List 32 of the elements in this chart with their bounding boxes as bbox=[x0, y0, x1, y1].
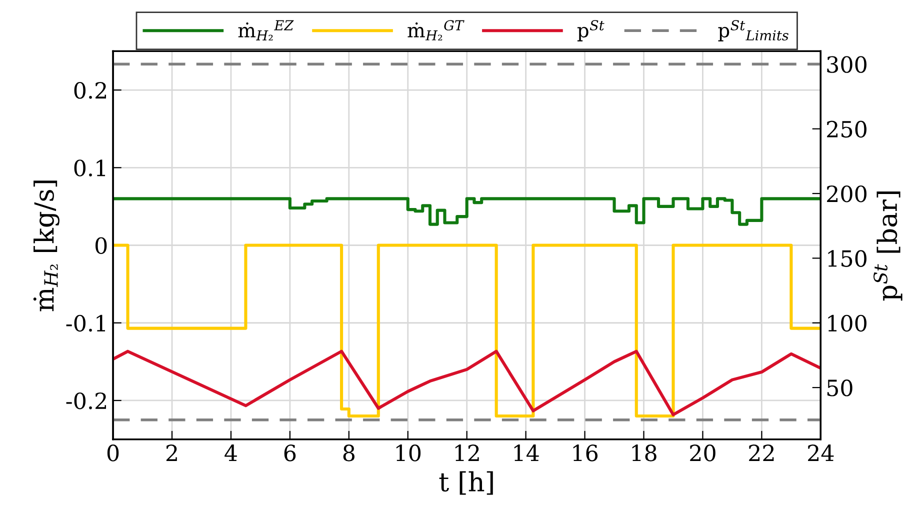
y-axis-title: ṁ$_{H₂}$ [kg/s] bbox=[33, 180, 60, 312]
y2-tick-label: 300 bbox=[827, 56, 866, 73]
x-tick-label: 4 bbox=[224, 444, 237, 462]
x-axis-title: t [h] bbox=[439, 471, 493, 495]
legend-label: p$^{St}$$_{Limits}$ bbox=[718, 20, 788, 42]
x-tick-label: 10 bbox=[396, 444, 421, 462]
y2-tick-label: 200 bbox=[827, 185, 866, 202]
y2-tick-label: 50 bbox=[827, 380, 852, 396]
x-tick-label: 8 bbox=[343, 444, 354, 462]
y-tick-label: 0 bbox=[96, 237, 107, 254]
y-tick-label: 0.1 bbox=[74, 160, 106, 176]
y2-tick-label: 250 bbox=[827, 120, 866, 138]
y2-tick-label: 100 bbox=[828, 314, 866, 332]
legend-label: ṁ$_{H₂}$$^{EZ}$ bbox=[238, 20, 294, 40]
x-tick-label: 2 bbox=[166, 444, 177, 462]
y-tick-label: -0.1 bbox=[66, 314, 106, 332]
x-tick-label: 6 bbox=[284, 444, 296, 462]
x-tick-label: 22 bbox=[749, 444, 774, 462]
x-tick-label: 14 bbox=[514, 444, 539, 462]
x-tick-label: 18 bbox=[632, 444, 656, 462]
y2-axis-title: p$^{St}$ [bar] bbox=[874, 191, 902, 301]
y-tick-label: 0.2 bbox=[74, 82, 106, 99]
y-tick-label: -0.2 bbox=[66, 392, 106, 410]
x-tick-label: 16 bbox=[573, 444, 598, 462]
x-tick-label: 12 bbox=[455, 444, 479, 462]
x-tick-label: 0 bbox=[107, 444, 119, 462]
x-tick-label: 24 bbox=[808, 444, 834, 462]
legend-label: ṁ$_{H₂}$$^{GT}$ bbox=[408, 20, 464, 40]
x-tick-label: 20 bbox=[690, 444, 716, 462]
line-series bbox=[113, 350, 821, 416]
y2-tick-label: 150 bbox=[828, 250, 866, 267]
legend-label: p$^{St}$ bbox=[577, 20, 604, 42]
